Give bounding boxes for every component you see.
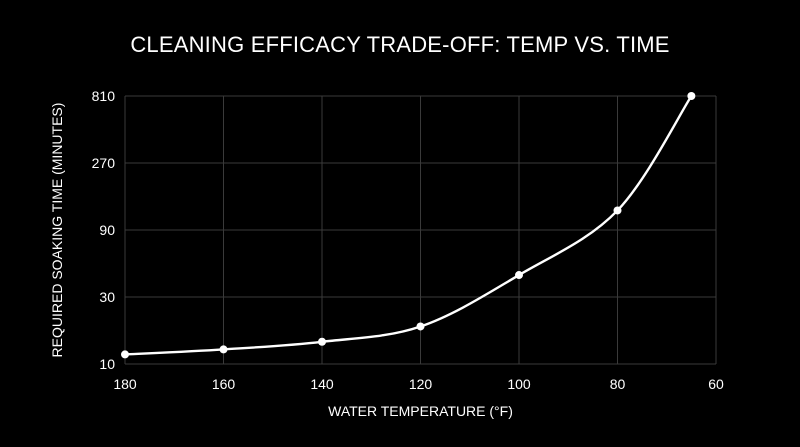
y-tick-label: 30: [99, 289, 115, 305]
x-tick-label: 60: [708, 376, 724, 392]
x-tick-label: 180: [113, 376, 137, 392]
x-tick-label: 100: [507, 376, 531, 392]
grid-lines: [124, 95, 717, 365]
y-axis-label: REQUIRED SOAKING TIME (MINUTES): [49, 103, 65, 358]
series-line: [123, 94, 693, 356]
x-tick-label: 120: [409, 376, 433, 392]
x-tick-label: 160: [212, 376, 236, 392]
data-point: [613, 206, 622, 215]
y-tick-label: 10: [99, 356, 115, 372]
data-point: [318, 337, 326, 346]
data-point: [687, 92, 696, 100]
data-point: [121, 350, 129, 359]
x-axis-label: WATER TEMPERATURE (°F): [328, 403, 513, 419]
chart-title: CLEANING EFFICACY TRADE-OFF: TEMP VS. TI…: [130, 32, 670, 57]
data-point: [416, 322, 425, 331]
y-tick-label: 270: [92, 155, 116, 171]
data-point: [515, 271, 523, 280]
y-tick-label: 810: [92, 88, 116, 104]
y-tick-label: 90: [99, 222, 115, 238]
series-layer: [121, 92, 696, 359]
x-tick-label: 80: [610, 376, 626, 392]
x-tick-label: 140: [310, 376, 334, 392]
tick-labels: 180 160 140 120 100 80 60 10 30 90 270 810: [92, 88, 724, 392]
data-point: [219, 345, 228, 354]
